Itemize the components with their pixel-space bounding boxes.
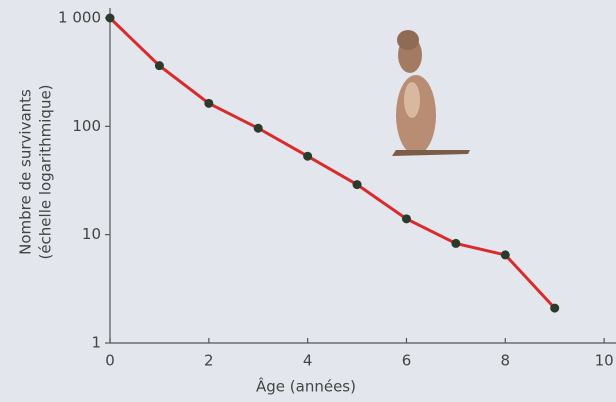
y-tick-label: 1 (91, 334, 101, 352)
data-point (402, 214, 411, 223)
data-point (106, 14, 115, 23)
data-point (204, 99, 213, 108)
y-tick-label: 10 (82, 225, 101, 243)
x-tick-label: 2 (204, 352, 214, 370)
data-point (254, 124, 263, 133)
chart: Âge (années) Nombre de survivants (échel… (0, 0, 616, 402)
data-point (155, 61, 164, 70)
data-point (501, 250, 510, 259)
data-point (303, 152, 312, 161)
data-point (353, 180, 362, 189)
data-point (550, 304, 559, 313)
x-axis-label: Âge (années) (256, 377, 356, 396)
x-tick-label: 0 (105, 352, 115, 370)
x-tick-label: 8 (501, 352, 511, 370)
y-axis-label: (échelle logarithmique) (37, 84, 55, 259)
data-point (451, 239, 460, 248)
page: Âge (années) Nombre de survivants (échel… (0, 0, 616, 402)
y-axis-label: Nombre de survivants (17, 89, 35, 255)
x-tick-label: 10 (595, 352, 614, 370)
y-tick-label: 1 000 (58, 9, 101, 27)
y-tick-label: 100 (72, 117, 101, 135)
x-tick-label: 4 (303, 352, 313, 370)
x-tick-label: 6 (402, 352, 412, 370)
